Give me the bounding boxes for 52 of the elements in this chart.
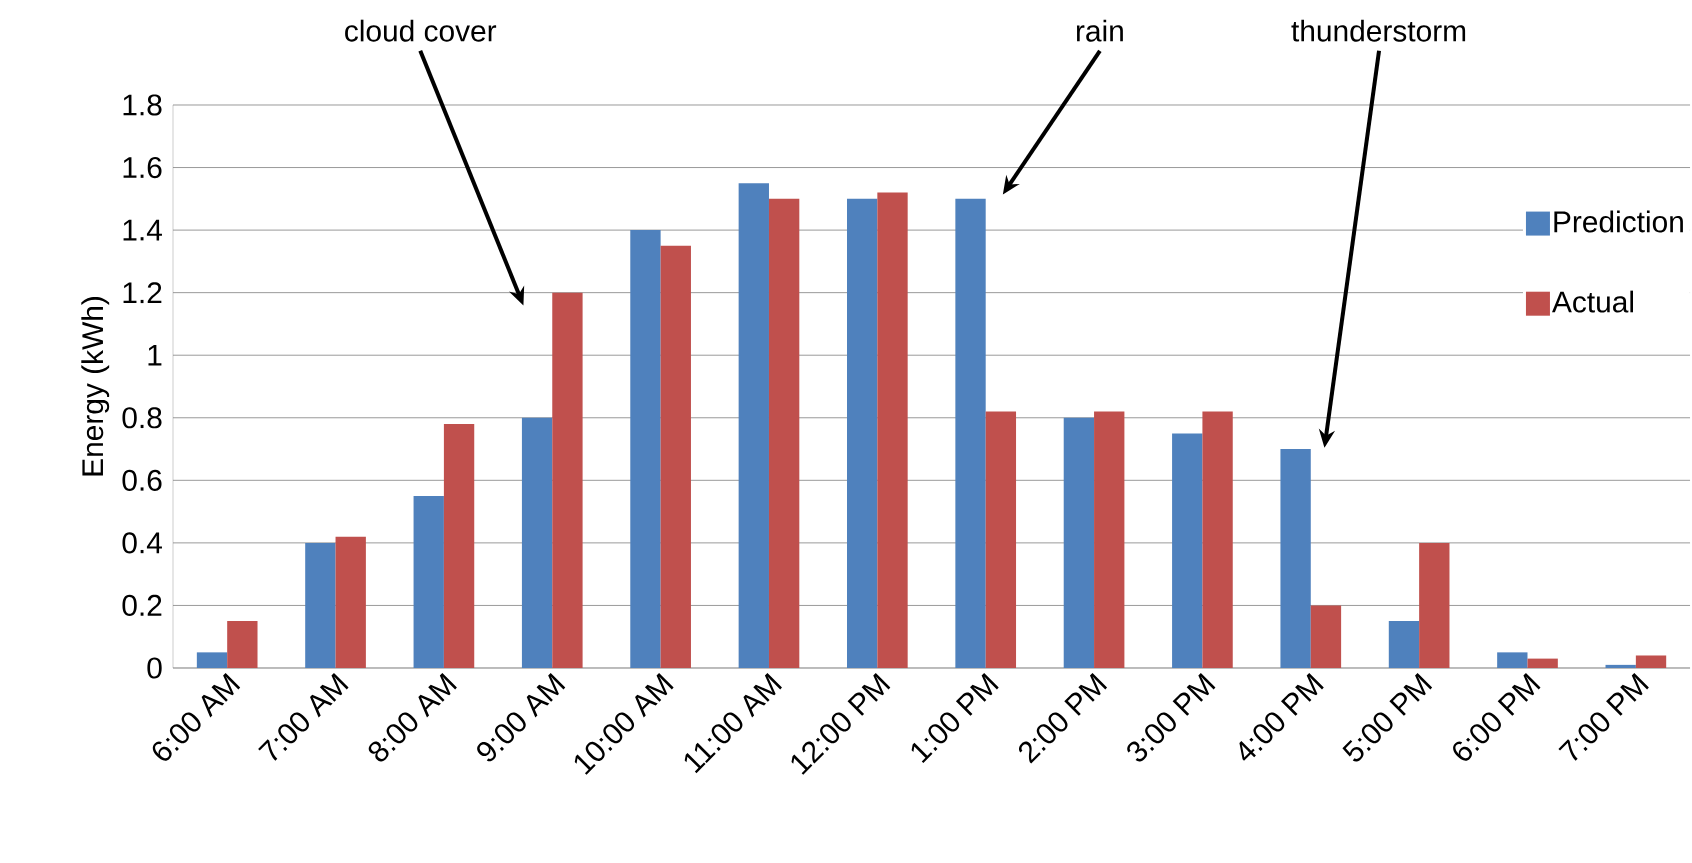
x-tick-label: 9:00 AM — [477, 673, 566, 762]
bar — [877, 192, 908, 668]
bar — [521, 417, 553, 668]
bar — [1419, 542, 1450, 668]
y-tick-label: 0 — [147, 657, 162, 679]
x-tick-label: 7:00 AM — [258, 673, 349, 761]
y-tick-label: 1.2 — [123, 282, 162, 304]
y-tick-label: 1.6 — [123, 156, 162, 179]
x-tick-label: 5:00 PM — [1342, 673, 1433, 762]
bar — [1497, 652, 1528, 668]
x-tick-label: 7:00 PM — [1558, 673, 1649, 761]
y-tick-label: 1.4 — [123, 219, 162, 241]
bar — [552, 292, 583, 668]
y-tick-label: 0.2 — [122, 594, 162, 617]
bar — [847, 198, 878, 668]
y-axis-title: Energy (kWh) — [81, 297, 110, 476]
text: cloud cover — [345, 19, 497, 42]
text: thunderstorm — [1291, 19, 1466, 42]
y-tick-label: 1.8 — [123, 94, 162, 116]
bar — [1605, 664, 1636, 668]
text: rain — [1076, 19, 1123, 42]
bar — [1094, 411, 1125, 668]
bar — [227, 621, 258, 668]
bar — [1310, 605, 1342, 668]
legend-label: Actual — [1552, 290, 1634, 313]
bar — [738, 183, 769, 668]
x-tick-label: 8:00 AM — [368, 673, 457, 762]
bar — [630, 230, 661, 668]
x-tick-label: 6:00 PM — [1453, 673, 1541, 761]
bar — [196, 652, 228, 668]
bar — [335, 536, 366, 668]
bar — [1172, 433, 1203, 668]
y-tick-label: 1 — [148, 344, 162, 366]
bar — [1063, 417, 1095, 668]
bar — [1527, 658, 1558, 668]
y-tick-label: 0.8 — [122, 407, 162, 429]
bar — [1388, 621, 1420, 668]
y-tick-label: 0.4 — [122, 532, 162, 554]
bar — [413, 495, 444, 668]
x-tick-label: 3:00 PM — [1127, 673, 1216, 762]
bar — [955, 198, 986, 668]
x-tick-label: 4:00 PM — [1239, 673, 1324, 761]
bar — [305, 542, 336, 668]
bar — [443, 424, 475, 668]
bar — [768, 198, 800, 668]
y-tick-label: 0.6 — [122, 469, 162, 491]
legend-label: Prediction — [1554, 210, 1683, 233]
bar — [985, 411, 1017, 668]
bar — [660, 245, 691, 668]
bar — [1202, 411, 1233, 668]
bar — [1280, 449, 1311, 668]
bar — [1635, 655, 1667, 668]
